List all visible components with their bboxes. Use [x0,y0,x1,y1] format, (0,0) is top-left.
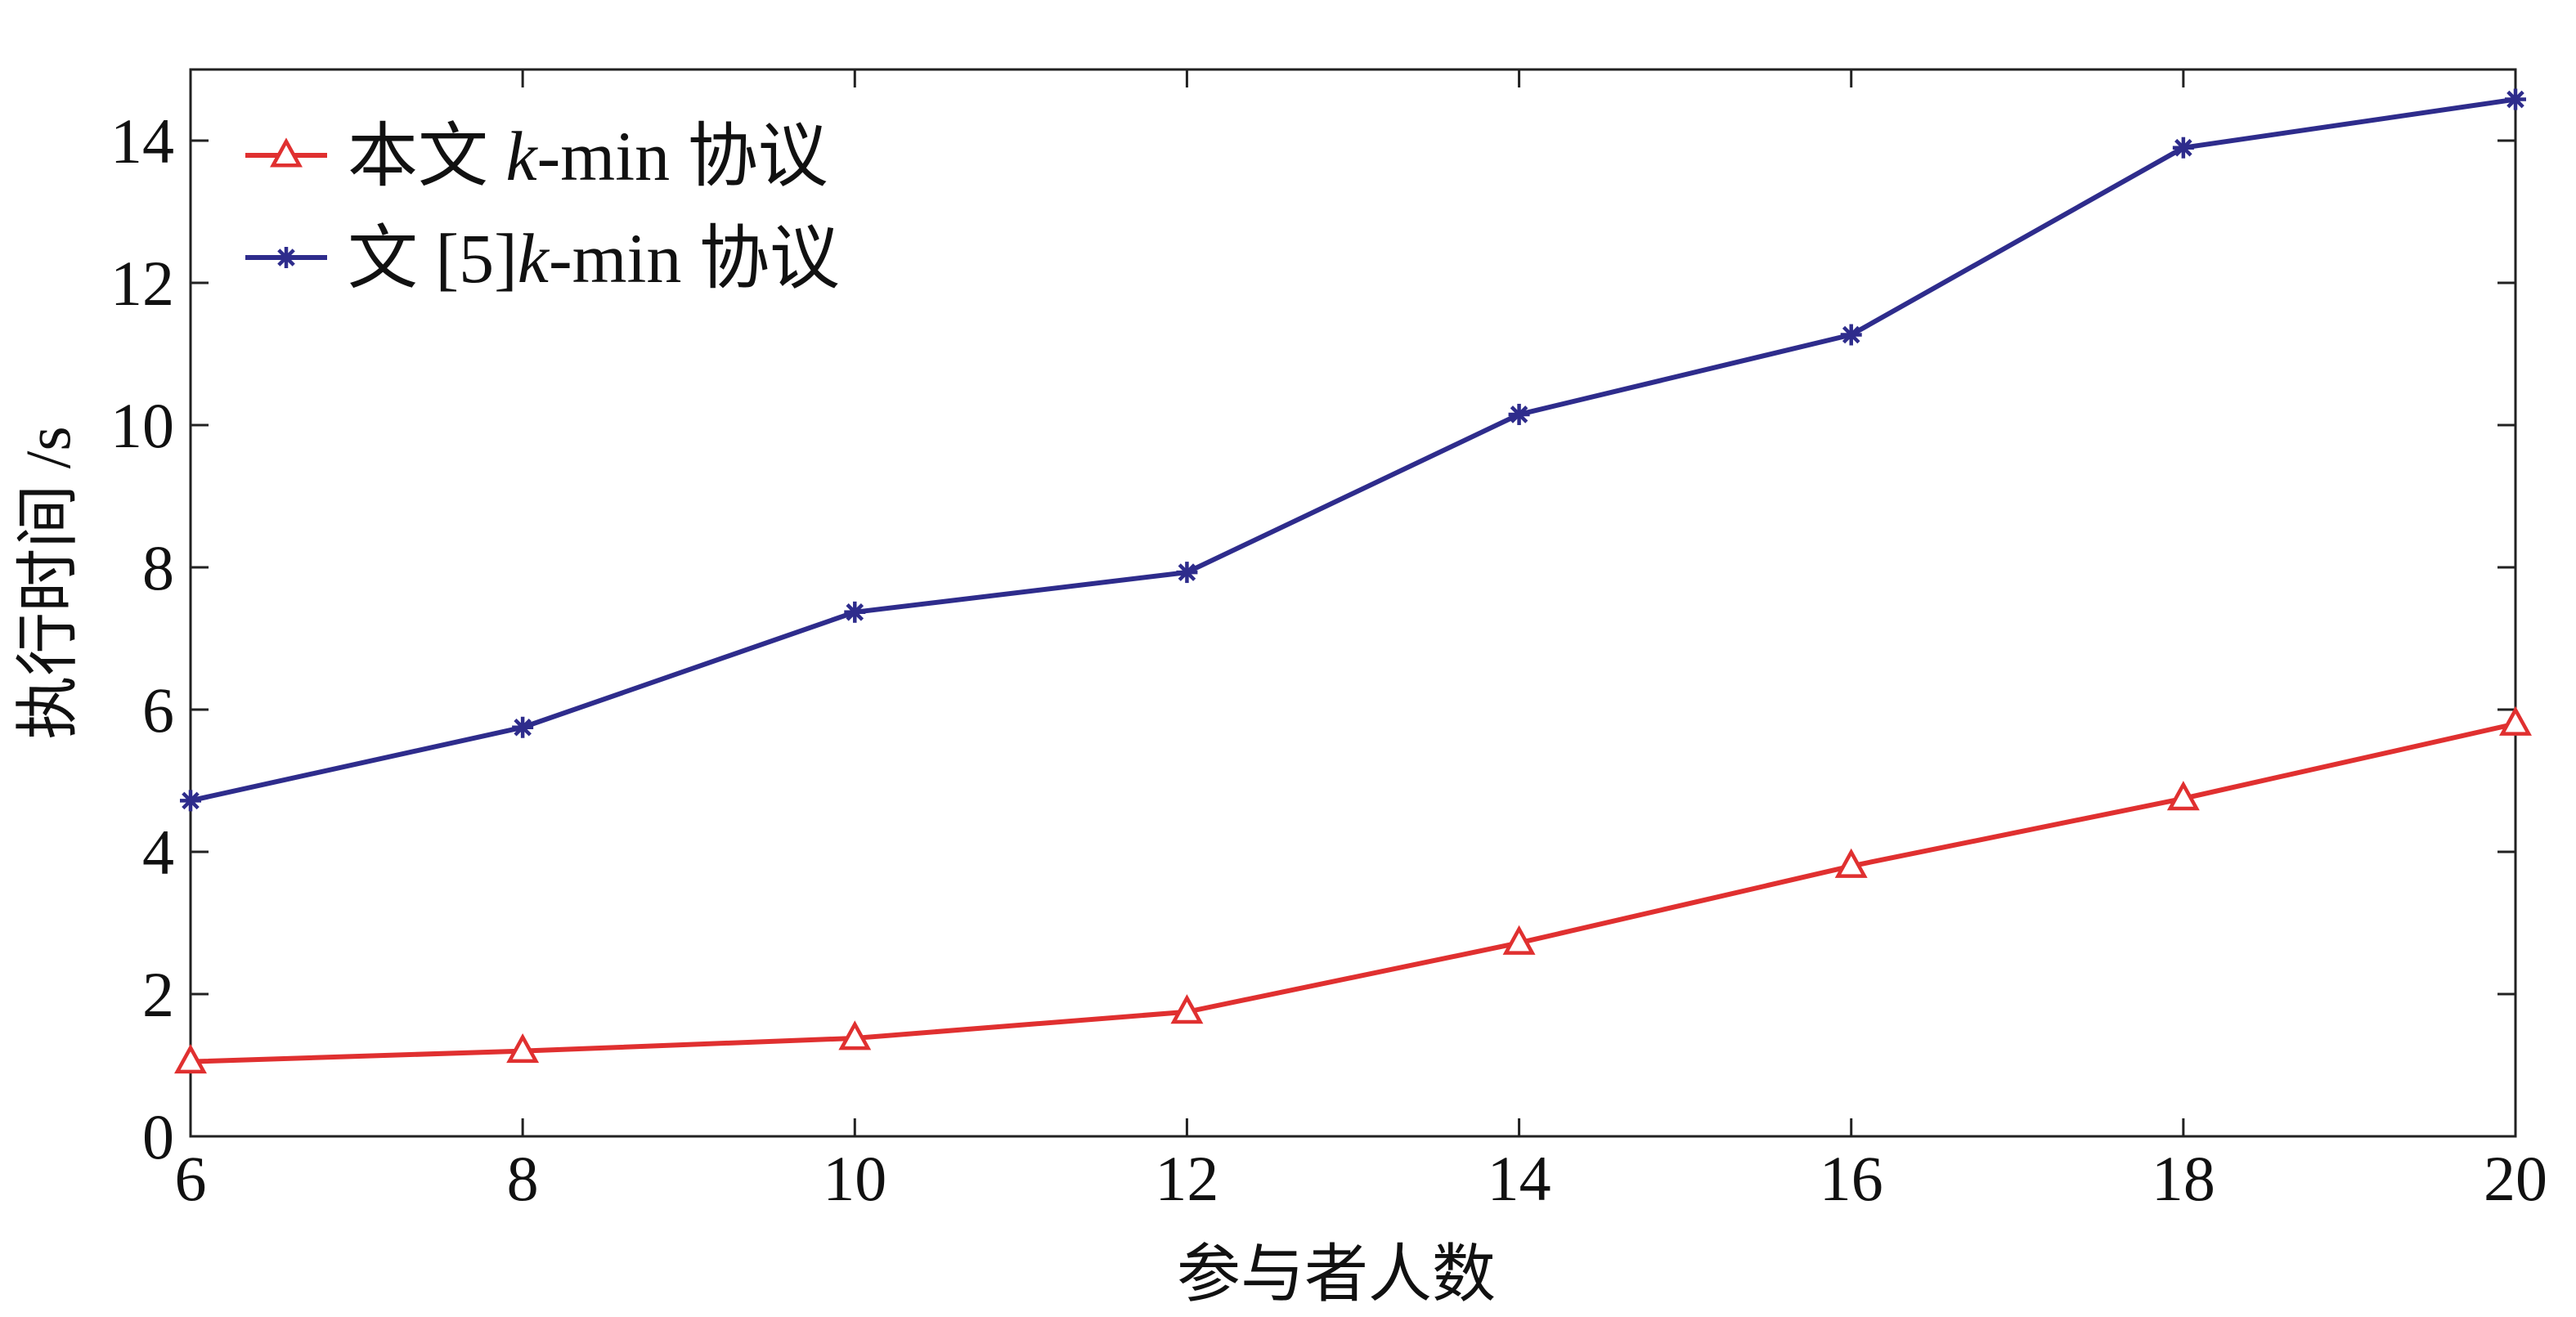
y-axis-title: 执行时间 /s [12,426,83,740]
series-1 [174,706,2532,1074]
x-tick-label: 6 [175,1143,207,1214]
y-tick-label: 0 [142,1101,174,1172]
y-tick-label: 2 [142,959,174,1030]
series-2 [180,88,2526,812]
x-tick-label: 14 [1488,1143,1551,1214]
axes [189,68,2517,1138]
x-tick-label: 12 [1155,1143,1218,1214]
data-point [2499,706,2532,736]
legend-marker [270,137,303,168]
x-tick-label: 16 [1820,1143,1883,1214]
y-tick-label: 14 [110,105,174,177]
y-tick-label: 10 [110,390,174,461]
data-point [506,1033,540,1064]
data-point [2505,88,2526,110]
data-point [844,601,866,623]
y-tick-label: 12 [110,248,174,319]
legend-item: 本文 k-min 协议 [245,117,828,195]
series-line [190,721,2516,1064]
x-tick-label: 8 [507,1143,539,1214]
x-axis-title: 参与者人数 [1177,1239,1496,1310]
y-tick-label: 8 [142,532,174,603]
legend: 本文 k-min 协议文 [5]k-min 协议 [245,117,840,298]
data-point [1170,994,1204,1024]
data-point [838,1020,872,1050]
legend-item: 文 [5]k-min 协议 [245,219,840,298]
x-tick-label: 10 [823,1143,886,1214]
data-point [1176,562,1198,584]
data-point [180,790,201,812]
data-point [2172,137,2194,159]
x-tick-label: 20 [2484,1143,2547,1214]
legend-marker [276,247,297,268]
plot-frame [189,68,2517,1138]
data-point [1508,403,1530,425]
series-group [174,88,2532,1074]
data-point [1840,324,1862,346]
data-point [174,1043,207,1074]
y-tick-label: 6 [142,674,174,746]
data-point [2166,781,2200,811]
ticks: 6 8 10 12 14 16 18 20 0 2 4 6 8 10 12 14 [110,69,2547,1214]
legend-label: 文 [5]k-min 协议 [348,219,840,298]
data-point [512,716,534,738]
legend-label: 本文 k-min 协议 [348,117,828,195]
data-point [1502,925,1536,955]
x-tick-label: 18 [2152,1143,2215,1214]
data-point [1834,848,1868,878]
y-tick-label: 4 [142,817,174,888]
series-line [190,96,2516,804]
